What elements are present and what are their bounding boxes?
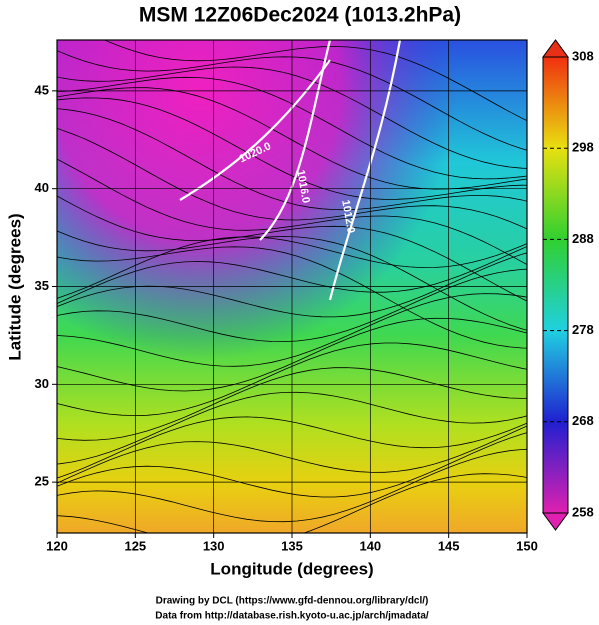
y-tick-label: 35: [35, 278, 49, 293]
colorbar-tick-label: 308: [572, 48, 594, 63]
y-axis-label: Latitude (degrees): [5, 213, 24, 360]
streamline: [57, 97, 527, 200]
colorbar-tick-label: 258: [572, 504, 594, 519]
x-tick-label: 130: [203, 538, 225, 553]
streamline: [57, 425, 527, 484]
streamline: [57, 391, 527, 465]
streamline: [57, 230, 527, 331]
map: [57, 40, 527, 533]
x-tick-label: 120: [46, 538, 68, 553]
streamline: [57, 367, 527, 441]
contour-label: 1016.0: [294, 169, 312, 204]
streamline: [57, 128, 527, 230]
x-tick-label: 140: [359, 538, 381, 553]
streamline: [57, 268, 527, 343]
streamline: [57, 448, 527, 523]
y-tick-label: 40: [35, 180, 49, 195]
streamline: [57, 432, 527, 498]
streamline: [57, 50, 527, 151]
x-tick-label: 150: [516, 538, 538, 553]
streamline: [57, 473, 527, 533]
colorbar-tick-label: 298: [572, 140, 594, 155]
x-tick-label: 125: [124, 538, 146, 553]
colorbar-min-arrow: [542, 512, 569, 531]
isobar: [259, 40, 332, 241]
x-tick-label: 135: [281, 538, 303, 553]
colorbar: [542, 56, 569, 514]
y-tick-label: 45: [35, 82, 49, 97]
colorbar-max-arrow: [542, 39, 569, 58]
streamline: [57, 66, 527, 169]
isobar: [328, 40, 402, 301]
streamline: [57, 293, 527, 367]
streamline: [57, 87, 527, 190]
title: MSM 12Z06Dec2024 (1013.2hPa): [139, 4, 461, 27]
streamline: [57, 195, 527, 302]
contour-label: 1012.0: [339, 199, 357, 234]
streamline: [57, 252, 527, 318]
streamline: [57, 76, 527, 180]
streamline: [57, 246, 527, 304]
credit: Drawing by DCL (https://www.gfd-dennou.o…: [156, 596, 429, 607]
streamline: [57, 108, 527, 211]
streamline: [57, 246, 527, 349]
streamline: [103, 40, 527, 122]
colorbar-tick-label: 278: [572, 322, 594, 337]
x-axis-label: Longitude (degrees): [210, 559, 373, 578]
streamline: [57, 158, 527, 266]
y-tick-label: 30: [35, 376, 49, 391]
streamline: [57, 342, 527, 417]
credit: Data from http://database.rish.kyoto-u.a…: [155, 611, 429, 622]
x-tick-label: 145: [438, 538, 460, 553]
streamline: [57, 236, 527, 299]
colorbar-tick-label: 268: [572, 413, 594, 428]
y-tick-label: 25: [35, 474, 49, 489]
streamline: [57, 416, 527, 479]
colorbar-tick-label: 288: [572, 231, 594, 246]
